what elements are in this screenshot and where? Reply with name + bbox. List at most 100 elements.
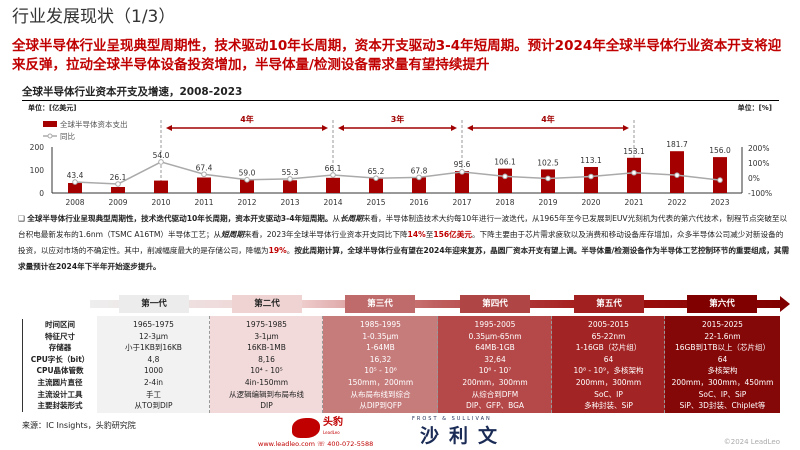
legend-bar-label: 全球半导体资本支出 — [60, 119, 128, 129]
brand-name: 头豹 — [323, 417, 343, 428]
bar — [412, 177, 426, 193]
bar — [68, 183, 82, 193]
table-cell: 150mm，200mm — [347, 378, 414, 387]
generation-header: 第三代 — [345, 295, 415, 313]
bar — [154, 180, 168, 193]
legend-line-label: 同比 — [60, 131, 75, 141]
x-tick-label: 2021 — [624, 198, 643, 207]
bar — [584, 166, 598, 193]
table-cell: 64 — [717, 354, 728, 364]
yoy-point — [502, 173, 508, 180]
table-cell: 多种封装、SiP — [584, 401, 633, 411]
table-cell: 200mm，300mm，450mm — [671, 378, 774, 387]
capex-chart: 0 100 200 -100% 0% 100% 200% 4年 3年 4年 43.4 2008 26.1… — [30, 114, 772, 207]
x-tick-label: 2023 — [710, 198, 729, 207]
x-tick-label: 2019 — [538, 198, 557, 207]
table-cell: 3-1μm — [254, 331, 279, 341]
left-unit: 单位：[亿美元] — [28, 104, 77, 112]
right-tick-label: 0% — [748, 174, 760, 183]
table-cell: 16GB到1TB以上（芯片组） — [675, 343, 770, 353]
page-title: 行业发展现状（1/3） — [12, 7, 176, 27]
table-cell: 10⁴ - 10⁵ — [250, 366, 283, 376]
chart-title: 全球半导体行业资本开支及增速，2008-2023 — [22, 86, 243, 98]
table-cell: 0.35μm-65nm — [468, 331, 522, 341]
yoy-point — [631, 169, 637, 176]
table-cell: 从TO到DIP — [134, 401, 173, 411]
bar-value-label: 95.6 — [454, 160, 471, 169]
bar-value-label: 55.3 — [282, 168, 299, 177]
generation-column — [552, 316, 665, 413]
x-tick-label: 2011 — [194, 198, 213, 207]
table-cell: DIP、GFP、BGA — [465, 401, 525, 411]
table-cell: DIP — [260, 401, 273, 411]
text: 来看，2023年全球半导体行业资本开支同比下降 — [243, 230, 408, 239]
highlight: 14% — [407, 230, 426, 239]
x-tick-label: 2014 — [323, 198, 342, 207]
yoy-point — [674, 172, 680, 178]
table-cell: 4in-150mm — [244, 378, 289, 387]
yoy-point — [72, 179, 78, 185]
yoy-point — [545, 175, 551, 182]
bullet-paragraph: ❑ 全球半导体行业呈现典型周期性，技术迭代驱动10年长周期，资本开支驱动3-4年… — [18, 211, 790, 275]
table-cell: 从布局布线到综合 — [350, 389, 411, 399]
table-cell: SoC、IP — [594, 389, 623, 399]
table-cell: 32,64 — [484, 354, 506, 364]
x-tick-label: 2015 — [366, 198, 385, 207]
table-cell: 多核架构 — [707, 366, 738, 376]
table-cell: 从综合到DFM — [471, 389, 519, 399]
yoy-point — [330, 172, 336, 178]
bar-value-label: 106.1 — [494, 158, 516, 167]
bar — [670, 151, 684, 193]
table-cell: 64 — [603, 354, 614, 364]
checkbox-bullet-icon: ❑ — [18, 214, 28, 223]
generation-header: 第二代 — [232, 295, 302, 313]
bullet-lead: 全球半导体行业呈现典型周期性，技术迭代驱动10年长周期，资本开支驱动3-4年短周… — [27, 214, 333, 223]
x-tick-label: 2016 — [409, 198, 428, 207]
highlight: 19% — [268, 246, 287, 255]
table-cell: 10⁶ - 10⁷ — [478, 366, 512, 376]
table-cell: 64MB-1GB — [475, 343, 515, 353]
cycle-label: 4年 — [240, 114, 254, 124]
bar — [240, 179, 254, 193]
bar — [197, 177, 211, 193]
yoy-point — [158, 159, 164, 165]
table-cell: 1975-1985 — [246, 320, 287, 329]
table-cell: 2005-2015 — [588, 320, 629, 329]
table-cell: 12-3μm — [138, 331, 169, 341]
table-cell: 200mm，300mm — [462, 378, 528, 387]
generation-column — [323, 316, 438, 413]
table-cell: 1-64MB — [366, 343, 395, 353]
divider — [22, 100, 779, 101]
table-cell: 10⁵ - 10⁶ — [364, 366, 397, 376]
table-cell: 4,8 — [147, 354, 160, 364]
bar-value-label: 113.1 — [580, 156, 602, 165]
row-label: 主流设计工具 — [37, 389, 83, 399]
left-tick-label: 200 — [30, 143, 45, 152]
bar-value-label: 66.1 — [325, 164, 342, 173]
x-tick-label: 2018 — [495, 198, 514, 207]
generation-header: 第六代 — [687, 295, 757, 313]
table-cell: 1985-1995 — [360, 320, 401, 329]
partner-en: FROST & SULLIVAN — [412, 416, 492, 422]
table-cell: SiP、3D封装、Chiplet等 — [679, 401, 766, 411]
cycle-label: 4年 — [541, 114, 555, 124]
bar — [111, 186, 125, 193]
website-link[interactable]: www.leadleo.com ☏ 400-072-5588 — [258, 440, 374, 448]
table-cell: 8,16 — [258, 354, 275, 364]
generation-header: 第五代 — [574, 295, 644, 313]
leadleo-logo-icon — [292, 418, 320, 438]
yoy-point — [588, 173, 594, 180]
text: 。 — [286, 246, 295, 255]
generation-column — [438, 316, 552, 413]
bar-value-label: 59.0 — [239, 168, 256, 177]
row-label: 特征尺寸 — [45, 331, 75, 341]
right-tick-label: 100% — [748, 159, 769, 168]
bar-value-label: 153.1 — [623, 147, 645, 156]
bar-value-label: 156.0 — [709, 146, 731, 155]
text: 来看，半导体制造技术大约每10年进行一波迭代，从1965年至今已发展到EUV光刻… — [18, 214, 788, 239]
row-label: 时间区间 — [45, 320, 75, 329]
bar-value-label: 181.7 — [666, 140, 688, 149]
table-cell: 小于1KB到16KB — [125, 343, 182, 353]
right-tick-label: -100% — [748, 189, 772, 198]
legend-bar-swatch — [43, 121, 57, 127]
